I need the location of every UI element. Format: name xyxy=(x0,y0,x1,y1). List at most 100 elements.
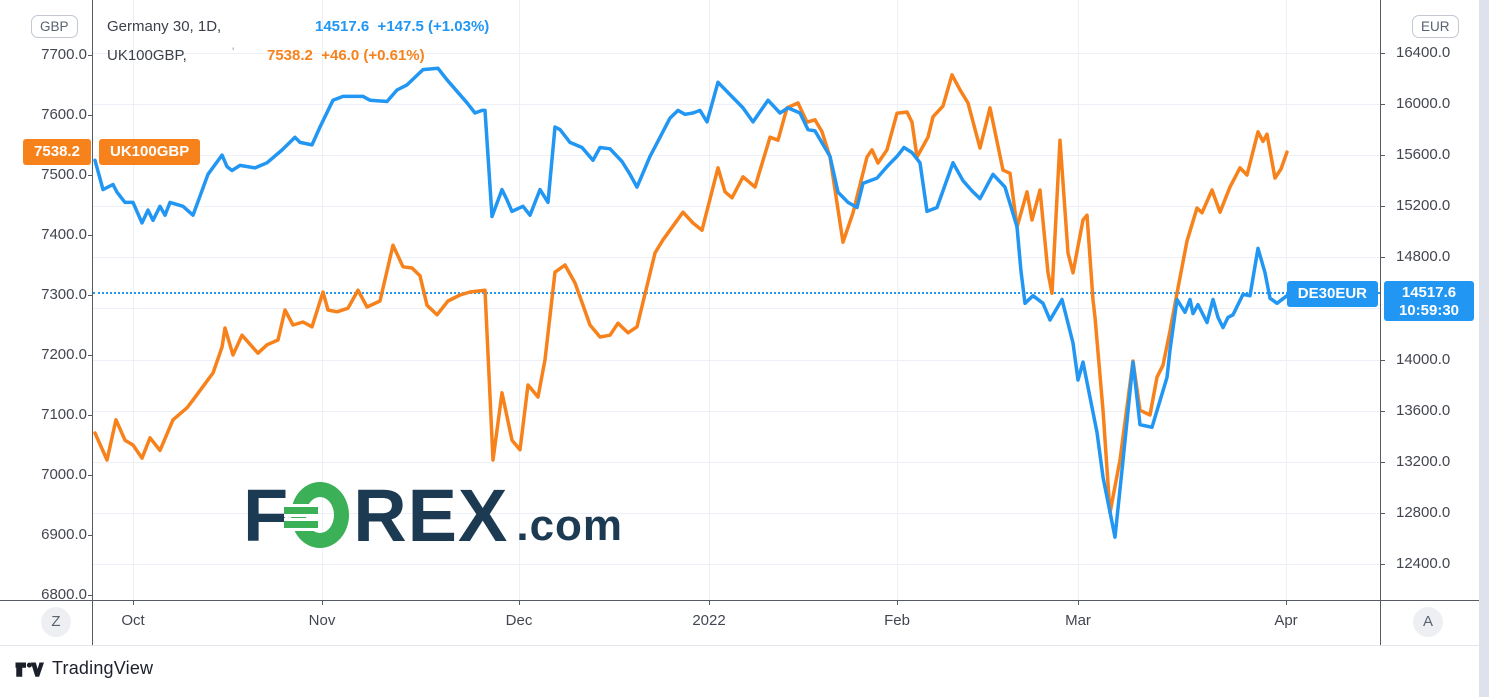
uk100gbp-line xyxy=(93,73,1289,515)
right-axis-tick-label: 15200.0 xyxy=(1396,197,1451,215)
time-axis-tick xyxy=(709,600,710,605)
left-axis-tick xyxy=(88,475,92,477)
left-axis-tick xyxy=(88,55,92,57)
legend-artifact: ' xyxy=(232,45,235,59)
right-axis-tick xyxy=(1381,461,1385,463)
right-axis-tick-label: 15600.0 xyxy=(1396,146,1451,164)
legend-row-germany30[interactable]: Germany 30, 1D, 14517.6 +147.5 (+1.03%) xyxy=(107,18,489,47)
horizontal-gridline xyxy=(93,563,1380,565)
chart-pane: F REX .com UK100GBP DE30EUR Germany 30, … xyxy=(0,0,1481,646)
de30eur-line xyxy=(93,66,1292,539)
time-axis[interactable]: Z Oct Nov Dec 2022 Feb Mar Apr A xyxy=(0,600,1481,645)
time-axis-tick xyxy=(519,600,520,605)
left-axis-tick xyxy=(88,535,92,537)
time-axis-label: Dec xyxy=(505,612,533,629)
vertical-gridline xyxy=(1286,0,1287,600)
left-axis-tick xyxy=(88,595,92,597)
legend-value-uk100gbp: 7538.2 +46.0 (+0.61%) xyxy=(267,47,425,64)
de30eur-label-badge: DE30EUR xyxy=(1286,281,1378,308)
right-axis-tick xyxy=(1381,359,1385,361)
timezone-button[interactable]: Z xyxy=(41,607,71,637)
de30eur-axis-price-label: 14517.6 10:59:30 xyxy=(1384,281,1474,322)
time-axis-border xyxy=(0,600,1481,601)
footer: TradingView xyxy=(0,646,1489,697)
right-edge-strip xyxy=(1479,0,1489,697)
left-axis-tick-label: 7300.0 xyxy=(41,286,87,304)
left-pane-border xyxy=(92,0,93,645)
right-axis-tick xyxy=(1381,410,1385,412)
right-axis-tick xyxy=(1381,512,1385,514)
left-axis-tick xyxy=(88,295,92,297)
time-axis-tick xyxy=(897,600,898,605)
right-axis-tick xyxy=(1381,104,1385,106)
legend-value-germany30: 14517.6 +147.5 (+1.03%) xyxy=(315,18,490,35)
time-axis-label: Mar xyxy=(1065,612,1091,629)
vertical-gridline xyxy=(1078,0,1079,600)
tradingview-logo-icon[interactable] xyxy=(14,658,44,687)
vertical-gridline xyxy=(322,0,323,600)
time-axis-label: Apr xyxy=(1274,612,1298,629)
left-axis-tick-label: 6800.0 xyxy=(41,586,87,604)
time-axis-tick xyxy=(1286,600,1287,605)
uk100gbp-axis-price-label: 7538.2 xyxy=(23,139,91,166)
left-price-axis[interactable]: GBP 7700.0 7600.0 7500.0 7400.0 7300.0 7200.0… xyxy=(0,0,92,603)
horizontal-gridline xyxy=(93,206,1380,208)
horizontal-gridline xyxy=(93,461,1380,463)
time-axis-label: Feb xyxy=(884,612,910,629)
horizontal-gridline xyxy=(93,308,1380,310)
watermark-letters-rex: REX xyxy=(353,474,509,557)
series-canvas[interactable] xyxy=(93,15,1380,600)
right-axis-tick xyxy=(1381,52,1385,54)
right-pane-border xyxy=(1380,0,1381,645)
watermark-dot-com: .com xyxy=(516,501,624,550)
left-axis-tick-label: 7100.0 xyxy=(41,406,87,424)
right-axis-tick-label: 16000.0 xyxy=(1396,95,1451,113)
uk100gbp-label-badge: UK100GBP xyxy=(99,139,201,166)
left-axis-tick-label: 7400.0 xyxy=(41,226,87,244)
horizontal-gridline xyxy=(93,359,1380,361)
time-axis-tick xyxy=(133,600,134,605)
vertical-gridline xyxy=(709,0,710,600)
right-axis-tick xyxy=(1381,206,1385,208)
legend-symbol-uk100gbp[interactable]: UK100GBP, xyxy=(107,47,187,64)
eur-axis-button[interactable]: EUR xyxy=(1412,15,1459,38)
vertical-gridline xyxy=(897,0,898,600)
right-axis-tick xyxy=(1381,563,1385,565)
left-axis-tick xyxy=(88,415,92,417)
right-axis-tick xyxy=(1381,155,1385,157)
vertical-gridline xyxy=(519,0,520,600)
legend: Germany 30, 1D, 14517.6 +147.5 (+1.03%) … xyxy=(107,18,489,76)
right-axis-tick-label: 13600.0 xyxy=(1396,401,1451,419)
de30eur-axis-time: 10:59:30 xyxy=(1398,302,1460,320)
plot-area[interactable]: F REX .com UK100GBP DE30EUR xyxy=(93,0,1380,600)
left-axis-tick-label: 7000.0 xyxy=(41,466,87,484)
right-axis-tick-label: 12800.0 xyxy=(1396,503,1451,521)
left-axis-tick-label: 6900.0 xyxy=(41,526,87,544)
right-price-axis[interactable]: EUR 16400.0 16000.0 15600.0 15200.0 14800.0 1… xyxy=(1381,0,1479,600)
left-axis-tick-label: 7500.0 xyxy=(41,166,87,184)
left-axis-tick-label: 7200.0 xyxy=(41,346,87,364)
horizontal-gridline xyxy=(93,410,1380,412)
left-axis-tick-label: 7600.0 xyxy=(41,106,87,124)
tradingview-brand[interactable]: TradingView xyxy=(52,658,154,678)
left-axis-tick xyxy=(88,115,92,117)
horizontal-gridline xyxy=(93,104,1380,106)
legend-row-uk100gbp[interactable]: UK100GBP, ' 7538.2 +46.0 (+0.61%) xyxy=(107,45,425,76)
de30eur-axis-price: 14517.6 xyxy=(1401,284,1457,302)
forexcom-watermark: F REX .com xyxy=(243,474,624,557)
auto-scale-button[interactable]: A xyxy=(1413,607,1443,637)
horizontal-gridline xyxy=(93,52,1380,54)
gbp-axis-button[interactable]: GBP xyxy=(31,15,78,38)
legend-symbol-germany30[interactable]: Germany 30, 1D, xyxy=(107,18,222,35)
horizontal-gridline xyxy=(93,257,1380,259)
time-axis-label: 2022 xyxy=(692,612,726,629)
time-axis-tick xyxy=(1078,600,1079,605)
right-axis-tick-label: 16400.0 xyxy=(1396,43,1451,61)
horizontal-gridline xyxy=(93,155,1380,157)
left-axis-tick-label: 7700.0 xyxy=(41,46,87,64)
forex-euro-o-icon xyxy=(284,482,350,548)
time-axis-label: Oct xyxy=(121,612,145,629)
vertical-gridline xyxy=(133,0,134,600)
right-axis-tick xyxy=(1381,257,1385,259)
right-axis-tick-label: 14000.0 xyxy=(1396,350,1451,368)
